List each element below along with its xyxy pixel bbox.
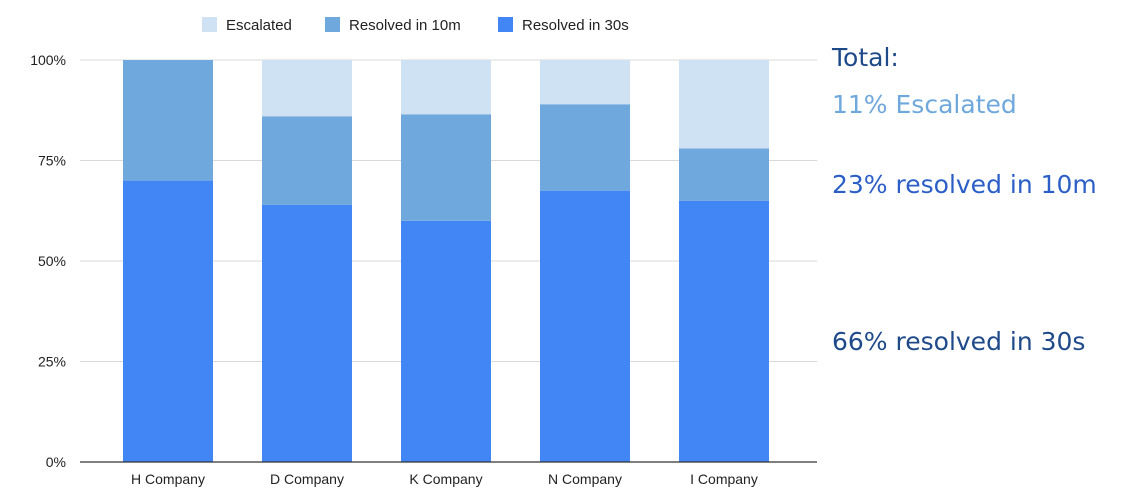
x-tick-label: H Company (131, 471, 205, 487)
y-tick-label: 100% (30, 52, 66, 68)
legend-swatch (498, 17, 513, 32)
summary-title: Total: (832, 43, 899, 72)
x-tick-label: K Company (409, 471, 482, 487)
x-axis: H Company D Company K Company N Company I Co… (80, 461, 817, 487)
bar-segment (401, 60, 491, 115)
x-tick-label: N Company (548, 471, 622, 487)
legend-label: Escalated (226, 17, 292, 34)
summary-escalated: 11% Escalated (832, 90, 1017, 119)
legend-label: Resolved in 10m (349, 17, 461, 34)
bar-segment (262, 204, 352, 462)
legend-label: Resolved in 30s (522, 17, 629, 34)
bar-segment (262, 60, 352, 117)
bar-segment (123, 180, 213, 462)
y-axis: 0% 25% 50% 75% 100% (30, 52, 66, 470)
summary-resolved-30s: 66% resolved in 30s (832, 327, 1086, 356)
bar-segment (540, 104, 630, 191)
bar-segment (262, 116, 352, 205)
legend-swatch (325, 17, 340, 32)
bar-segment (540, 190, 630, 462)
y-tick-label: 50% (38, 253, 66, 269)
bar-segment (540, 60, 630, 105)
bar-segment (123, 60, 213, 181)
y-tick-label: 25% (38, 354, 66, 370)
bar-segment (401, 220, 491, 462)
legend: Escalated Resolved in 10m Resolved in 30s (202, 17, 629, 34)
x-tick-label: I Company (690, 471, 758, 487)
x-tick-label: D Company (270, 471, 344, 487)
bar-segment (401, 114, 491, 221)
stacked-bar-chart: 0% 25% 50% 75% 100% H Company D Company K Comp… (30, 17, 817, 487)
y-tick-label: 0% (46, 454, 66, 470)
bar-segment (679, 148, 769, 201)
bars (123, 60, 769, 462)
bar-segment (679, 200, 769, 462)
y-tick-label: 75% (38, 153, 66, 169)
summary-resolved-10m: 23% resolved in 10m (832, 170, 1097, 199)
legend-swatch (202, 17, 217, 32)
bar-segment (679, 60, 769, 149)
